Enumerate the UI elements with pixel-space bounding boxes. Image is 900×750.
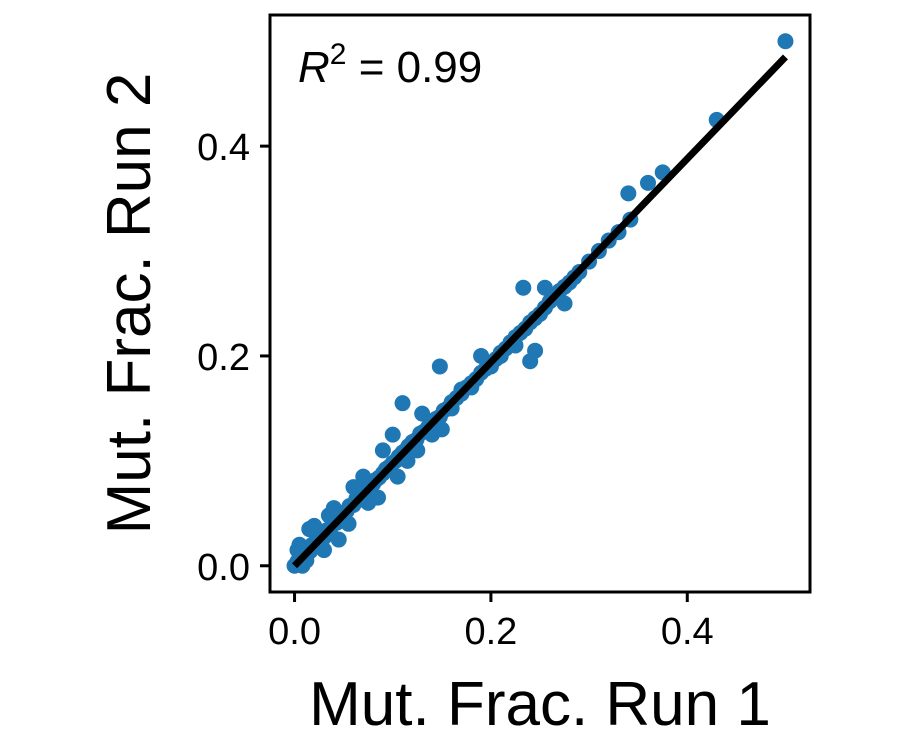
data-point	[536, 279, 553, 296]
fit-line	[292, 54, 788, 569]
data-point	[360, 494, 377, 511]
data-point	[301, 521, 318, 538]
data-point	[389, 468, 406, 485]
y-tick-label: 0.4	[197, 127, 250, 169]
y-tick-label: 0.0	[197, 547, 250, 589]
x-tick-label: 0.4	[661, 611, 714, 653]
data-point	[556, 295, 573, 312]
data-point	[374, 442, 391, 459]
data-point	[777, 33, 794, 50]
data-point	[640, 174, 656, 191]
fit-line-layer	[292, 54, 788, 569]
data-point	[340, 515, 357, 532]
data-point	[320, 507, 337, 524]
data-point	[414, 405, 431, 422]
data-point	[431, 358, 448, 375]
data-point	[394, 395, 411, 412]
data-point	[330, 531, 347, 548]
y-tick-label: 0.2	[197, 337, 250, 379]
data-point	[522, 353, 539, 370]
data-point	[384, 426, 401, 443]
x-tick-label: 0.2	[464, 611, 517, 653]
x-axis-label: Mut. Frac. Run 1	[309, 670, 771, 739]
data-point	[620, 185, 637, 202]
y-axis-label: Mut. Frac. Run 2	[95, 73, 164, 535]
data-point	[316, 542, 332, 559]
x-axis: 0.0 0.2 0.4	[268, 592, 714, 653]
y-axis: 0.0 0.2 0.4	[197, 127, 270, 589]
plot-frame	[268, 13, 812, 594]
r-value: = 0.99	[346, 43, 482, 92]
x-tick-label: 0.0	[268, 611, 321, 653]
data-point	[355, 468, 372, 485]
r-exponent: 2	[330, 38, 347, 71]
data-point	[345, 479, 362, 496]
data-point	[473, 347, 490, 364]
r-squared-annotation: R2 = 0.99	[298, 38, 482, 92]
r-symbol: R	[298, 43, 330, 92]
data-point	[515, 279, 532, 296]
